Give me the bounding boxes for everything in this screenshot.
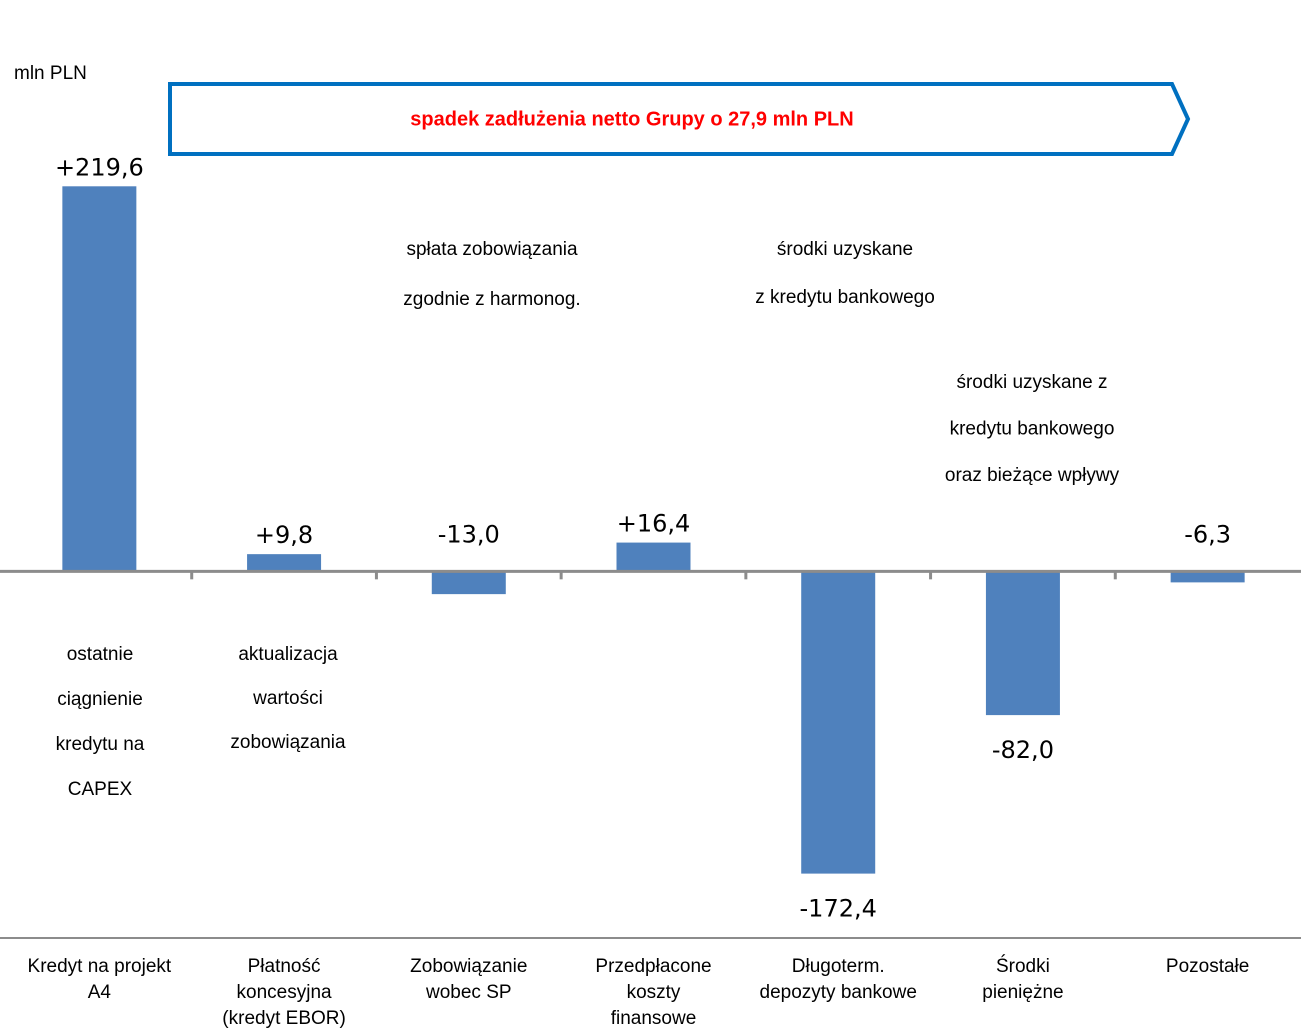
unit-label: mln PLN xyxy=(14,63,87,84)
x-tick-label: (kredyt EBOR) xyxy=(222,1008,346,1029)
x-tick-label: pieniężne xyxy=(982,982,1063,1003)
bar xyxy=(616,542,691,572)
annotation: CAPEX xyxy=(68,779,133,800)
annotation: oraz bieżące wpływy xyxy=(945,465,1120,486)
annotation: zgodnie z harmonog. xyxy=(403,289,580,310)
bar xyxy=(62,186,137,572)
value-label: -82,0 xyxy=(992,736,1054,764)
annotation: aktualizacja xyxy=(238,644,338,665)
x-tick-label: A4 xyxy=(88,982,112,1003)
annotation: zobowiązania xyxy=(230,732,346,753)
value-label: +16,4 xyxy=(617,510,691,538)
bar xyxy=(1170,571,1245,583)
annotation: kredytu bankowego xyxy=(950,419,1115,440)
bar xyxy=(431,571,506,595)
x-tick-label: finansowe xyxy=(611,1008,697,1029)
x-tick-label: koncesyjna xyxy=(237,982,332,1003)
x-tick-label: depozyty bankowe xyxy=(760,982,917,1003)
x-tick-label: Przedpłacone xyxy=(595,956,711,977)
annotation: kredytu na xyxy=(56,734,145,755)
x-tick-label: wobec SP xyxy=(425,982,512,1003)
annotation: spłata zobowiązania xyxy=(406,239,578,260)
annotation: wartości xyxy=(252,688,323,709)
x-tick-label: Środki xyxy=(996,955,1050,977)
value-label: +219,6 xyxy=(55,153,144,181)
title-arrow xyxy=(168,82,1191,156)
value-label: -13,0 xyxy=(438,520,500,548)
annotation: z kredytu bankowego xyxy=(755,287,935,308)
x-tick-label: Pozostałe xyxy=(1166,956,1249,977)
value-label: -6,3 xyxy=(1184,520,1231,548)
x-tick-label: Długoterm. xyxy=(792,956,885,977)
annotation: środki uzyskane xyxy=(777,239,913,260)
x-tick-label: koszty xyxy=(627,982,681,1003)
bar xyxy=(801,571,876,874)
annotation: środki uzyskane z xyxy=(956,372,1107,393)
x-tick-label: Kredyt na projekt xyxy=(28,956,172,977)
chart-title: spadek zadłużenia netto Grupy o 27,9 mln… xyxy=(410,108,853,130)
x-tick-label: Zobowiązanie xyxy=(410,956,527,977)
annotation: ciągnienie xyxy=(57,689,143,710)
bar xyxy=(247,554,322,572)
bar xyxy=(985,571,1060,716)
value-label: -172,4 xyxy=(800,895,877,923)
x-tick-label: Płatność xyxy=(248,956,321,977)
value-label: +9,8 xyxy=(255,521,313,549)
annotation: ostatnie xyxy=(67,644,134,665)
